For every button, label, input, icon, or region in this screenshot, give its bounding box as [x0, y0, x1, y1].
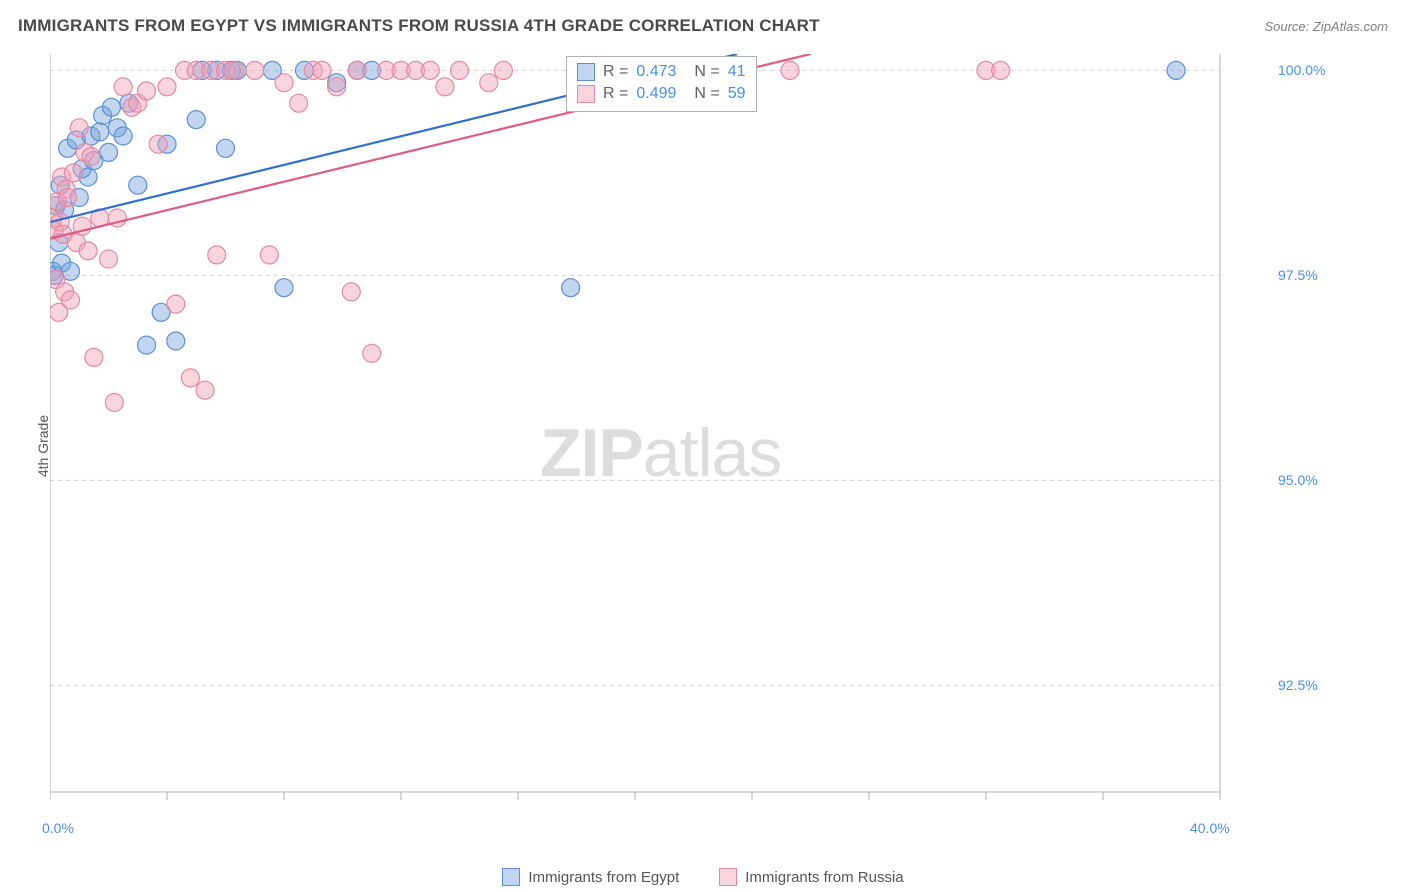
- stats-n-value: 41: [728, 61, 746, 83]
- legend-label-egypt: Immigrants from Egypt: [528, 869, 679, 886]
- chart-title: IMMIGRANTS FROM EGYPT VS IMMIGRANTS FROM…: [18, 16, 820, 36]
- stats-row: R = 0.499 N = 59: [577, 83, 746, 105]
- stats-r-value: 0.473: [636, 61, 676, 83]
- x-tick-label: 0.0%: [42, 820, 74, 836]
- bottom-legend: Immigrants from Egypt Immigrants from Ru…: [0, 868, 1406, 886]
- legend-item-egypt: Immigrants from Egypt: [502, 868, 679, 886]
- stats-n-label: N =: [694, 61, 719, 83]
- x-tick-label: 40.0%: [1190, 820, 1230, 836]
- y-tick-label: 95.0%: [1278, 472, 1318, 488]
- legend-swatch-russia: [719, 868, 737, 886]
- y-tick-label: 100.0%: [1278, 62, 1325, 78]
- scatter-chart-svg: [50, 54, 1340, 824]
- stats-swatch: [577, 85, 595, 103]
- stats-n-label: N =: [694, 83, 719, 105]
- y-tick-label: 92.5%: [1278, 677, 1318, 693]
- stats-r-label: R =: [603, 61, 628, 83]
- legend-item-russia: Immigrants from Russia: [719, 868, 903, 886]
- y-axis-label: 4th Grade: [35, 415, 51, 477]
- y-tick-label: 97.5%: [1278, 267, 1318, 283]
- legend-swatch-egypt: [502, 868, 520, 886]
- stats-n-value: 59: [728, 83, 746, 105]
- stats-swatch: [577, 63, 595, 81]
- chart-area: R =0.473N =41R =0.499N =59 ZIPatlas: [50, 54, 1340, 824]
- legend-label-russia: Immigrants from Russia: [745, 869, 903, 886]
- stats-row: R = 0.473 N = 41: [577, 61, 746, 83]
- chart-header: IMMIGRANTS FROM EGYPT VS IMMIGRANTS FROM…: [18, 16, 1388, 36]
- stats-legend-box: R = 0.473 N = 41 R = 0.499 N = 59: [566, 56, 757, 112]
- stats-r-value: 0.499: [636, 83, 676, 105]
- stats-r-label: R =: [603, 83, 628, 105]
- chart-source: Source: ZipAtlas.com: [1264, 19, 1388, 34]
